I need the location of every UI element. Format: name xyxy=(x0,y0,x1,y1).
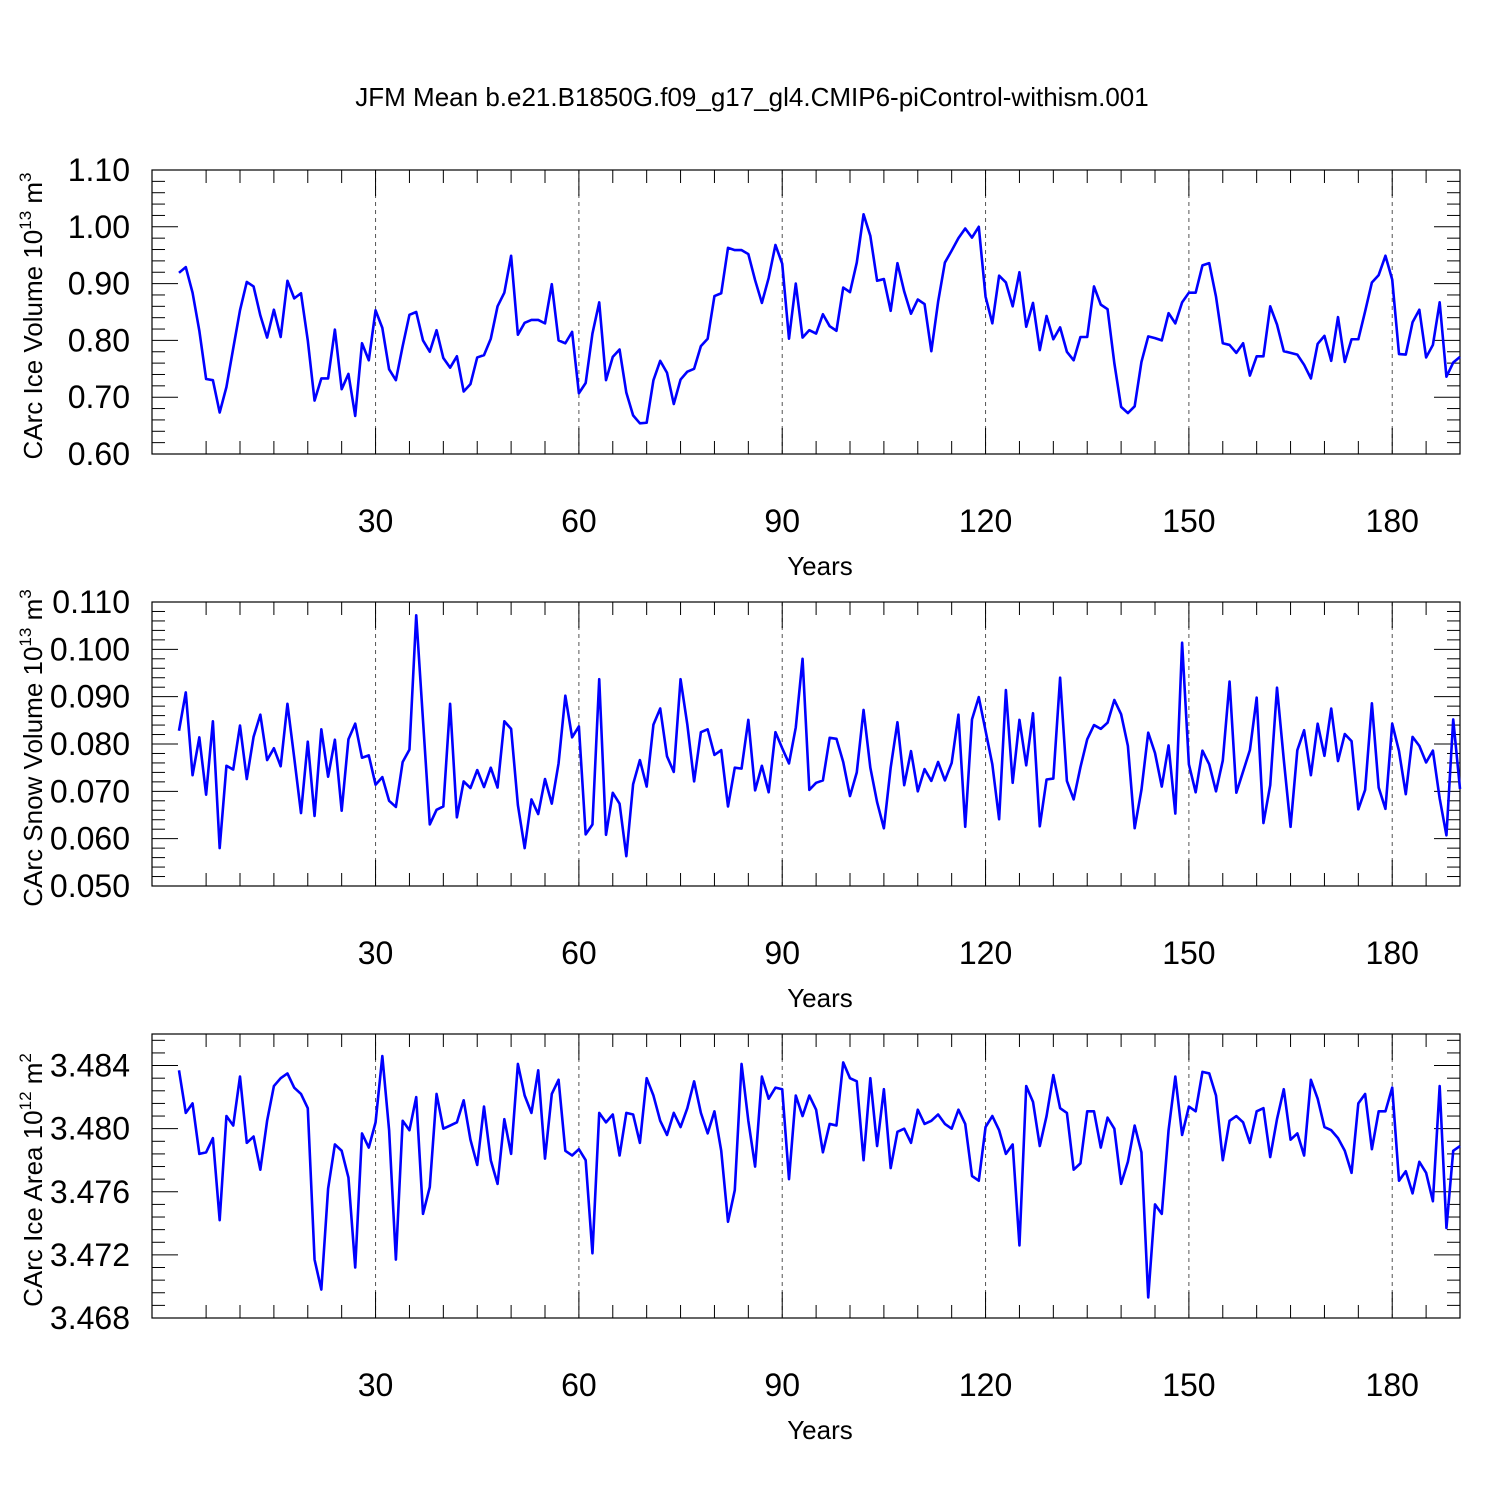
x-tick-label: 90 xyxy=(764,1367,800,1403)
x-tick-label: 30 xyxy=(358,503,394,539)
x-tick-label: 60 xyxy=(561,935,597,971)
y-tick-label: 3.480 xyxy=(50,1111,130,1147)
y-tick-label: 1.10 xyxy=(68,152,130,188)
y-tick-label: 0.80 xyxy=(68,322,130,358)
x-axis-label: Years xyxy=(787,1415,853,1445)
y-tick-label: 0.110 xyxy=(52,584,130,620)
x-tick-label: 120 xyxy=(959,503,1012,539)
x-tick-label: 60 xyxy=(561,1367,597,1403)
chart-title: JFM Mean b.e21.B1850G.f09_g17_gl4.CMIP6-… xyxy=(355,82,1148,112)
plot-frame xyxy=(151,169,1461,455)
y-tick-label: 0.60 xyxy=(68,436,130,472)
x-tick-label: 150 xyxy=(1162,503,1215,539)
x-tick-label: 180 xyxy=(1366,1367,1419,1403)
y-axis-label: CArc Ice Volume 1013 m3 xyxy=(16,172,48,459)
x-axis-label: Years xyxy=(787,983,853,1013)
x-tick-label: 180 xyxy=(1366,503,1419,539)
y-tick-label: 0.090 xyxy=(50,679,130,715)
x-tick-label: 180 xyxy=(1366,935,1419,971)
y-tick-label: 1.00 xyxy=(68,209,130,245)
x-tick-label: 150 xyxy=(1162,935,1215,971)
y-tick-label: 3.476 xyxy=(50,1174,130,1210)
y-tick-label: 0.70 xyxy=(68,379,130,415)
x-tick-label: 120 xyxy=(959,1367,1012,1403)
y-axis-label-text: m xyxy=(18,1063,48,1092)
y-tick-label: 0.100 xyxy=(50,631,130,667)
y-tick-label: 3.468 xyxy=(50,1300,130,1336)
series-line-ice-area xyxy=(177,1054,1461,1299)
y-axis-label-text: m xyxy=(18,599,48,628)
panel-ice-area: 3.468 3.472 3.476 3.480 3.484 30 60 90 120 150 180… xyxy=(16,1033,1461,1445)
y-axis-label-exponent: 13 xyxy=(16,211,35,230)
y-axis-label-exponent: 3 xyxy=(16,172,35,181)
x-tick-label: 120 xyxy=(959,935,1012,971)
y-tick-label: 0.90 xyxy=(68,266,130,302)
y-axis-label-exponent: 12 xyxy=(16,1091,35,1110)
y-tick-label: 0.070 xyxy=(50,773,130,809)
x-tick-label: 60 xyxy=(561,503,597,539)
x-axis-label: Years xyxy=(787,551,853,581)
x-tick-label: 90 xyxy=(764,935,800,971)
y-axis-label: CArc Snow Volume 1013 m3 xyxy=(16,589,48,906)
y-tick-label: 3.484 xyxy=(50,1048,130,1084)
y-tick-label: 0.060 xyxy=(50,821,130,857)
y-axis-label: CArc Ice Area 1012 m2 xyxy=(16,1053,48,1307)
y-axis-label-text: CArc Ice Area 10 xyxy=(18,1110,48,1307)
y-tick-label: 3.472 xyxy=(50,1237,130,1273)
y-axis-label-exponent: 3 xyxy=(16,589,35,598)
x-tick-label: 150 xyxy=(1162,1367,1215,1403)
panel-snow-volume: 0.050 0.060 0.070 0.080 0.090 0.100 0.110 30 60 9… xyxy=(16,584,1462,1013)
chart-panels: 0.60 0.70 0.80 0.90 1.00 1.10 30 60 90 120 150 180 Y… xyxy=(16,152,1462,1445)
y-axis-label-text: m xyxy=(18,182,48,211)
x-tick-label: 30 xyxy=(358,1367,394,1403)
x-tick-label: 30 xyxy=(358,935,394,971)
y-axis-label-text: CArc Snow Volume 10 xyxy=(18,647,48,907)
y-axis-label-exponent: 13 xyxy=(16,628,35,647)
plot-frame xyxy=(151,1033,1461,1319)
panel-ice-volume: 0.60 0.70 0.80 0.90 1.00 1.10 30 60 90 120 150 180 Y… xyxy=(16,152,1461,581)
x-tick-label: 90 xyxy=(764,503,800,539)
series-line-snow-volume xyxy=(177,613,1462,858)
y-tick-label: 0.080 xyxy=(50,726,130,762)
series-line-ice-volume xyxy=(178,213,1461,425)
y-tick-label: 0.050 xyxy=(50,868,130,904)
y-axis-label-text: CArc Ice Volume 10 xyxy=(18,230,48,460)
y-axis-label-exponent: 2 xyxy=(16,1053,35,1062)
